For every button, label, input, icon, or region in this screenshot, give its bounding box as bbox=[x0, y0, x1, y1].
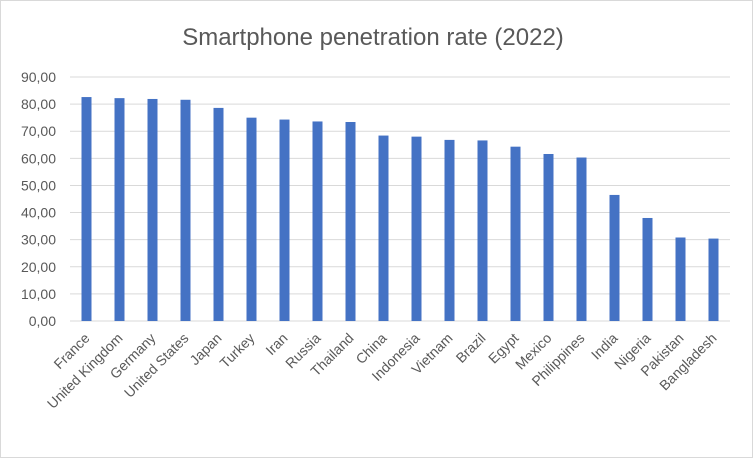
x-tick-label: Brazil bbox=[453, 330, 489, 366]
chart-title: Smartphone penetration rate (2022) bbox=[182, 24, 564, 51]
x-tick-label: Turkey bbox=[216, 330, 257, 371]
y-axis-ticks: 0,00 10,00 20,00 30,00 40,00 50,00 60,00 70,00 8… bbox=[21, 69, 56, 329]
y-tick-label: 40,00 bbox=[21, 205, 56, 221]
bar-germany bbox=[147, 98, 158, 322]
bar-vietnam bbox=[444, 139, 455, 321]
bar-turkey bbox=[246, 117, 257, 322]
y-tick-label: 60,00 bbox=[21, 150, 56, 166]
bar-pakistan bbox=[675, 237, 686, 321]
bar-egypt bbox=[510, 146, 521, 321]
y-tick-label: 80,00 bbox=[21, 96, 56, 112]
y-tick-label: 0,00 bbox=[29, 313, 56, 329]
y-tick-label: 30,00 bbox=[21, 232, 56, 248]
bar-russia bbox=[312, 121, 323, 321]
bar-philippines bbox=[576, 157, 587, 321]
bar-brazil bbox=[477, 140, 488, 321]
bar-indonesia bbox=[411, 136, 422, 321]
y-tick-label: 20,00 bbox=[21, 259, 56, 275]
bar-thailand bbox=[345, 122, 356, 321]
y-tick-label: 90,00 bbox=[21, 69, 56, 85]
bar-mexico bbox=[543, 153, 554, 321]
gridlines bbox=[70, 76, 730, 322]
bar-nigeria bbox=[642, 217, 653, 321]
x-tick-label: Iran bbox=[262, 330, 290, 358]
bar-japan bbox=[213, 107, 224, 321]
bar-united-kingdom bbox=[114, 98, 125, 321]
bar-united-states bbox=[180, 99, 191, 321]
bar-china bbox=[378, 135, 389, 321]
bars bbox=[81, 97, 719, 322]
y-tick-label: 50,00 bbox=[21, 177, 56, 193]
bar-india bbox=[609, 194, 620, 321]
y-tick-label: 10,00 bbox=[21, 286, 56, 302]
bar-france bbox=[81, 97, 92, 321]
bar-iran bbox=[279, 119, 290, 321]
y-tick-label: 70,00 bbox=[21, 123, 56, 139]
bar-bangladesh bbox=[708, 238, 719, 321]
